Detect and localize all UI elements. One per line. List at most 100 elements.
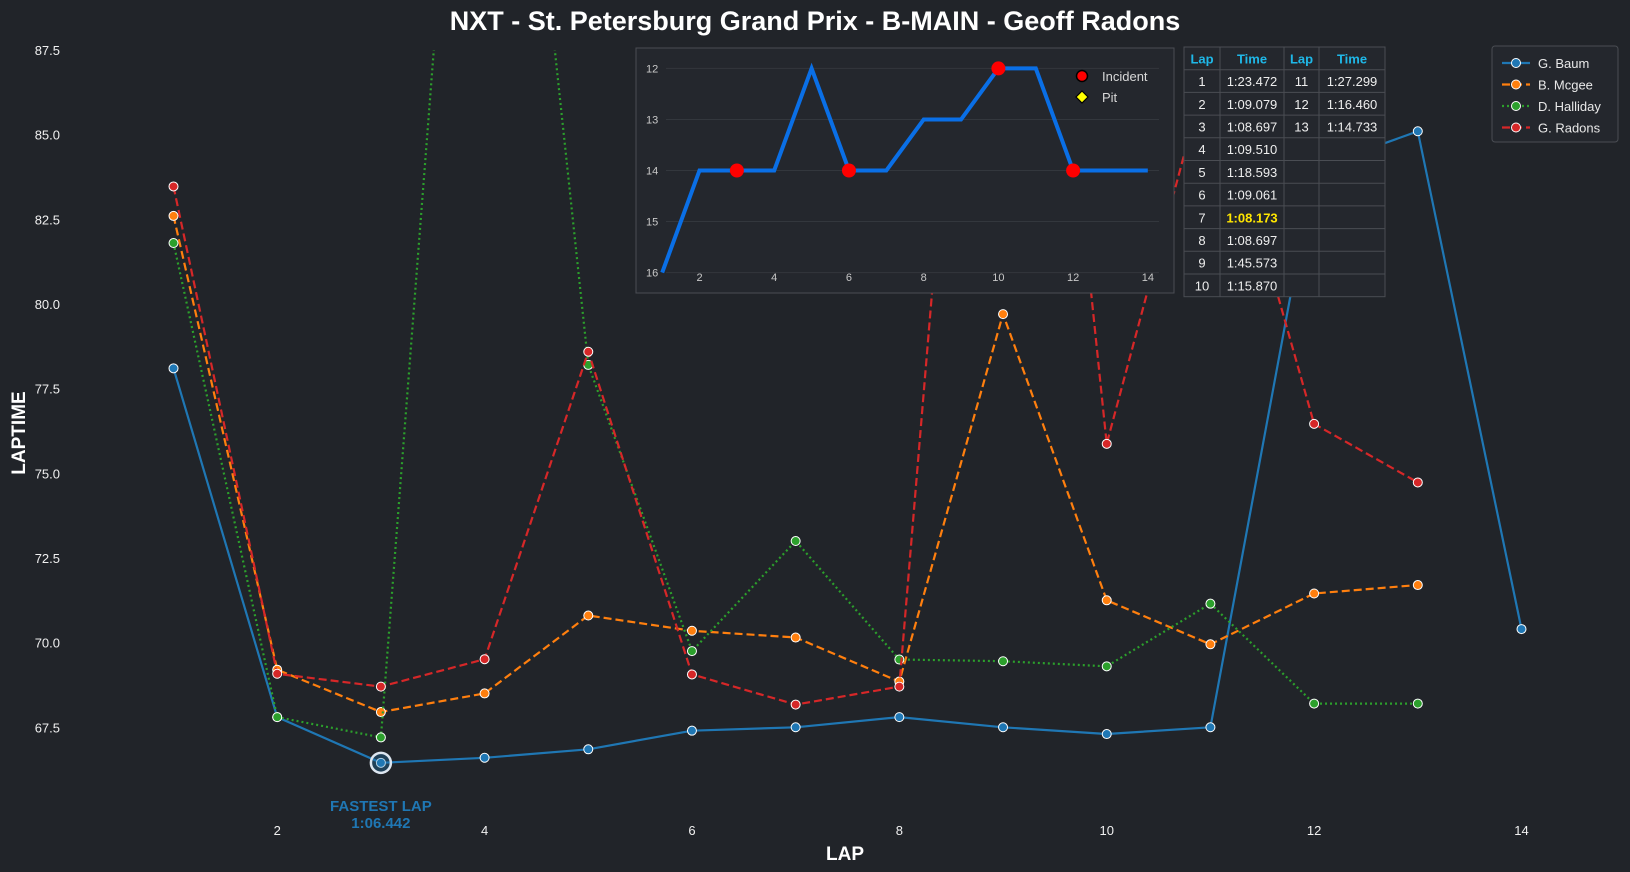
data-point bbox=[1309, 588, 1320, 599]
data-point bbox=[790, 699, 801, 710]
fastest-lap-cell: 1:08.173 bbox=[1226, 210, 1277, 225]
chart-title: NXT - St. Petersburg Grand Prix - B-MAIN… bbox=[450, 6, 1181, 36]
data-point bbox=[790, 632, 801, 643]
inset-legend-label: Pit bbox=[1102, 90, 1118, 105]
x-tick-label: 2 bbox=[274, 823, 281, 838]
series-b-mcgee bbox=[168, 210, 1423, 718]
data-point bbox=[272, 668, 283, 679]
data-point bbox=[168, 181, 179, 192]
data-point bbox=[1205, 598, 1216, 609]
legend: G. Baum B. Mcgee D. Halliday G. Radons bbox=[1491, 45, 1619, 143]
pit-legend-icon bbox=[1075, 90, 1089, 104]
data-point bbox=[479, 752, 490, 763]
incident-marker bbox=[729, 163, 744, 178]
data-point bbox=[894, 712, 905, 723]
x-tick-label: 14 bbox=[1514, 823, 1528, 838]
data-point bbox=[1309, 698, 1320, 709]
data-point bbox=[1412, 126, 1423, 137]
inset-x-tick: 6 bbox=[846, 272, 852, 284]
legend-label-d-halliday: D. Halliday bbox=[1538, 99, 1601, 114]
table-cell: 1:15.870 bbox=[1227, 278, 1278, 293]
table-header-cell: Time bbox=[1337, 51, 1367, 66]
table-header-cell: Lap bbox=[1190, 51, 1213, 66]
inset-y-tick: 13 bbox=[646, 114, 658, 126]
data-point bbox=[479, 688, 490, 699]
data-point bbox=[168, 238, 179, 249]
table-header-cell: Lap bbox=[1290, 51, 1313, 66]
inset-y-tick: 15 bbox=[646, 217, 658, 229]
incident-marker bbox=[841, 163, 856, 178]
data-point bbox=[790, 722, 801, 733]
table-cell: 7 bbox=[1198, 210, 1205, 225]
y-tick-label: 85.0 bbox=[35, 128, 60, 143]
data-point bbox=[168, 363, 179, 374]
data-point bbox=[686, 646, 697, 657]
data-point bbox=[583, 610, 594, 621]
data-point bbox=[1101, 595, 1112, 606]
x-tick-label: 8 bbox=[896, 823, 903, 838]
legend-marker bbox=[1511, 79, 1521, 90]
data-point bbox=[1205, 639, 1216, 650]
legend-marker bbox=[1511, 101, 1521, 111]
legend-marker bbox=[1511, 122, 1521, 133]
table-cell: 1:09.510 bbox=[1227, 142, 1278, 157]
table-cell: 9 bbox=[1198, 256, 1205, 271]
table-cell: 1:14.733 bbox=[1327, 119, 1378, 134]
y-tick-label: 72.5 bbox=[35, 551, 60, 566]
data-point bbox=[1412, 477, 1423, 488]
y-tick-label: 70.0 bbox=[35, 636, 60, 651]
inset-x-tick: 10 bbox=[992, 272, 1004, 284]
x-tick-label: 6 bbox=[688, 823, 695, 838]
data-point bbox=[998, 722, 1009, 733]
inset-x-tick: 4 bbox=[771, 272, 777, 284]
data-point bbox=[998, 309, 1009, 320]
data-point bbox=[375, 707, 386, 718]
data-point bbox=[583, 744, 594, 755]
legend-frame bbox=[1491, 45, 1619, 143]
data-point bbox=[686, 669, 697, 680]
incident-marker bbox=[991, 61, 1006, 76]
data-point bbox=[998, 656, 1009, 667]
position-inset: 12 13 14 15 16 2 4 6 8 10 12 14 Incident Pit bbox=[635, 47, 1175, 294]
data-point bbox=[1205, 722, 1216, 733]
inset-y-tick: 16 bbox=[646, 268, 658, 280]
table-cell: 1 bbox=[1198, 74, 1205, 89]
incident-marker bbox=[1066, 163, 1081, 178]
inset-legend-label: Incident bbox=[1102, 69, 1148, 84]
legend-label-b-mcgee: B. Mcgee bbox=[1538, 78, 1593, 93]
inset-x-tick: 14 bbox=[1142, 272, 1154, 284]
lap-table: Lap Time Lap Time 1 1:23.472 11 1:27.299 2 1:09.0… bbox=[1183, 46, 1386, 298]
legend-label-g-radons: G. Radons bbox=[1538, 121, 1601, 136]
inset-y-tick: 12 bbox=[646, 63, 658, 75]
data-point bbox=[583, 346, 594, 357]
table-cell: 1:16.460 bbox=[1327, 97, 1378, 112]
table-cell: 6 bbox=[1198, 188, 1205, 203]
data-point bbox=[1101, 661, 1112, 672]
data-point bbox=[168, 210, 179, 221]
incident-legend-icon bbox=[1075, 69, 1089, 83]
y-tick-label: 67.5 bbox=[35, 720, 60, 735]
table-header-cell: Time bbox=[1237, 51, 1267, 66]
inset-x-tick: 8 bbox=[921, 272, 927, 284]
data-point bbox=[1309, 418, 1320, 429]
table-cell: 1:09.079 bbox=[1227, 97, 1278, 112]
table-cell: 5 bbox=[1198, 165, 1205, 180]
y-tick-label: 87.5 bbox=[35, 43, 60, 58]
data-point bbox=[479, 654, 490, 665]
x-tick-label: 10 bbox=[1099, 823, 1113, 838]
legend-label-g-baum: G. Baum bbox=[1538, 56, 1589, 71]
table-cell: 1:08.697 bbox=[1227, 233, 1278, 248]
y-tick-label: 77.5 bbox=[35, 382, 60, 397]
inset-x-tick: 2 bbox=[696, 272, 702, 284]
x-tick-label: 12 bbox=[1307, 823, 1321, 838]
data-point bbox=[1101, 729, 1112, 740]
x-axis-label: LAP bbox=[826, 844, 864, 865]
data-point bbox=[375, 681, 386, 692]
y-tick-label: 80.0 bbox=[35, 297, 60, 312]
data-point bbox=[272, 712, 283, 723]
table-cell: 1:23.472 bbox=[1227, 74, 1278, 89]
y-tick-label: 82.5 bbox=[35, 212, 60, 227]
table-cell: 2 bbox=[1198, 97, 1205, 112]
table-cell: 1:08.697 bbox=[1227, 119, 1278, 134]
